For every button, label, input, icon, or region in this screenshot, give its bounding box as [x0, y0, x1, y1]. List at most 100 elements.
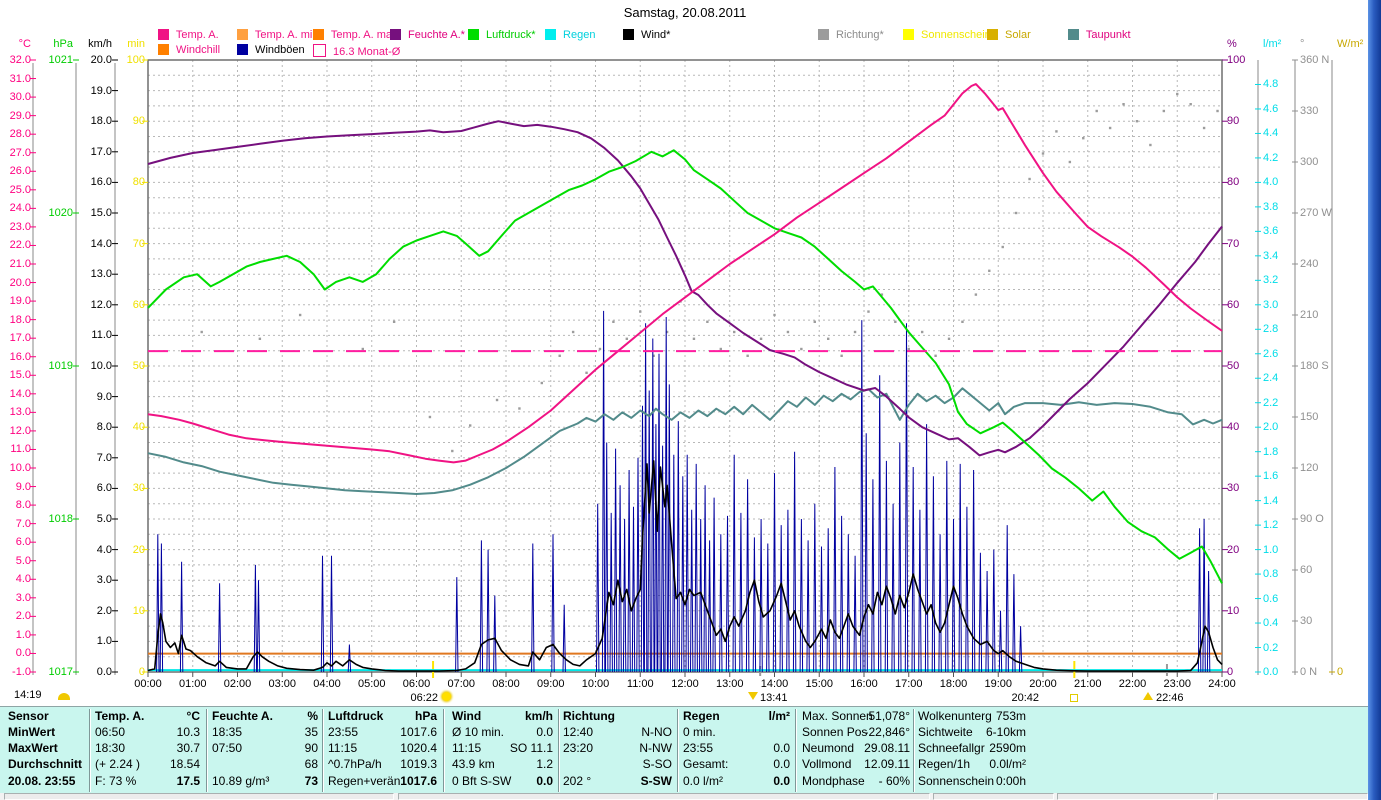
- y-tick-label-temp: 0.0: [15, 647, 31, 660]
- table-cell: Regen: [683, 709, 720, 723]
- series-richtung-dot: [947, 337, 951, 340]
- x-tick-label: 20:00: [1029, 678, 1057, 690]
- status-segment: [1057, 793, 1214, 800]
- series-richtung-dot: [1189, 103, 1192, 106]
- y-tick-label-min: 40: [132, 421, 145, 434]
- moonset-icon: [748, 691, 758, 703]
- table-cell: 51,078°: [868, 709, 910, 723]
- table-cell: 43.9 km: [452, 757, 495, 771]
- series-windb-en: [156, 310, 1211, 673]
- series-richtung-dot: [759, 337, 763, 340]
- y-tick-label-deg: 30: [1300, 615, 1313, 627]
- table-cell: 0.0: [536, 725, 553, 739]
- y-tick-label-temp: 26.0: [9, 165, 31, 178]
- series-richtung-dot: [1176, 92, 1179, 96]
- series-richtung-dot: [540, 381, 543, 385]
- x-tick-label: 21:00: [1073, 678, 1102, 690]
- table-cell: 1.2: [536, 757, 553, 771]
- y-tick-label-lm2: 2.4: [1263, 372, 1279, 385]
- table-cell: Durchschnitt: [8, 757, 83, 771]
- y-tick-label-min: 20: [132, 543, 145, 556]
- table-cell: 10.3: [176, 725, 200, 739]
- y-tick-label-deg: 150: [1300, 411, 1319, 423]
- series-richtung-dot: [827, 337, 830, 340]
- table-cell: 0.0: [773, 774, 790, 788]
- series-feuchte-a-: [147, 120, 1223, 457]
- table-cell: Gesamt:: [683, 757, 729, 771]
- y-tick-label-temp: 29.0: [9, 109, 31, 122]
- table-cell: 6-10km: [985, 725, 1026, 739]
- legend-label: Wind*: [638, 29, 671, 41]
- y-tick-label-kmh: 6.0: [96, 482, 112, 495]
- moonrise-icon: [1143, 691, 1153, 703]
- table-cell: S-SO: [642, 757, 672, 771]
- y-tick-label-pct: 50: [1227, 360, 1240, 372]
- table-cell: 0.0: [773, 757, 790, 771]
- status-segment: [4, 793, 394, 800]
- y-tick-label-kmh: 8.0: [96, 421, 112, 434]
- table-cell: Luftdruck: [328, 709, 384, 723]
- series-richtung-dot: [298, 313, 302, 317]
- y-tick-label-deg: 240: [1300, 258, 1319, 270]
- y-tick-label-min: 60: [132, 298, 145, 311]
- table-cell: Vollmond: [802, 757, 852, 771]
- table-divider: [206, 709, 207, 792]
- table-cell: 68: [304, 757, 318, 771]
- y-tick-label-lm2: 4.8: [1263, 78, 1279, 91]
- series-richtung-dot: [1028, 177, 1031, 181]
- table-cell: 23:55: [683, 741, 714, 755]
- table-cell: 753m: [995, 709, 1026, 723]
- y-tick-label-deg: 210: [1300, 309, 1319, 321]
- series-richtung-dot: [840, 354, 843, 357]
- y-tick-label-temp: 5.0: [15, 554, 31, 567]
- table-cell: 07:50: [212, 741, 243, 755]
- y-tick-label-min: 90: [132, 115, 145, 128]
- y-tick-label-kmh: 20.0: [90, 54, 112, 66]
- table-cell: Mondphase: [802, 774, 865, 788]
- legend-item-richtung-: Richtung*: [818, 29, 884, 41]
- series-richtung-dot: [692, 337, 696, 340]
- y-tick-label-min: 0: [138, 666, 145, 678]
- x-tick-label: 17:00: [894, 678, 923, 690]
- table-cell: Regen/1h: [918, 757, 971, 771]
- series-richtung-dot: [1162, 109, 1166, 113]
- y-tick-label-temp: 2.0: [15, 610, 31, 623]
- y-tick-label-lm2: 0.2: [1263, 641, 1279, 654]
- series-richtung-dot: [733, 330, 736, 334]
- y-tick-label-min: 10: [132, 604, 145, 617]
- series-richtung-dot: [1001, 245, 1004, 249]
- axis-unit-press: hPa: [53, 38, 73, 50]
- y-tick-label-kmh: 18.0: [90, 115, 112, 128]
- y-tick-label-kmh: 10.0: [90, 360, 112, 372]
- table-cell: Schneefallgr: [918, 741, 985, 755]
- status-segment: [1217, 793, 1368, 800]
- y-tick-label-kmh: 19.0: [90, 84, 112, 97]
- x-tick-label: 16:00: [850, 678, 878, 690]
- legend-item-temp-a-: Temp. A.: [158, 29, 219, 41]
- table-cell: (+ 2.24 ): [95, 757, 141, 771]
- x-tick-label: 10:00: [581, 678, 610, 690]
- y-tick-label-lm2: 4.2: [1263, 151, 1279, 164]
- legend-swatch: [468, 29, 479, 40]
- moonrise-time-label: 22:46: [1156, 692, 1184, 704]
- y-tick-label-lm2: 0.0: [1263, 666, 1279, 678]
- y-tick-label-lm2: 1.2: [1263, 519, 1279, 532]
- legend-item-windchill: Windchill: [158, 44, 220, 56]
- y-tick-label-lm2: 3.8: [1263, 200, 1279, 213]
- table-cell: N-NW: [639, 741, 672, 755]
- table-cell: 35: [304, 725, 318, 739]
- series-richtung-dot: [853, 330, 857, 334]
- table-cell: F: 73 %: [95, 774, 137, 788]
- legend-item-wind-: Wind*: [623, 29, 670, 41]
- table-cell: 11:15: [328, 741, 358, 755]
- table-cell: Neumond: [802, 741, 855, 755]
- series-temp-a-: [147, 83, 1223, 464]
- legend-item-feuchte-a-: Feuchte A.*: [390, 29, 465, 41]
- axis-unit-pct: %: [1227, 38, 1237, 50]
- y-tick-label-lm2: 1.0: [1263, 543, 1279, 556]
- y-tick-label-temp: 10.0: [9, 462, 31, 474]
- y-tick-label-temp: 9.0: [15, 480, 31, 493]
- legend-swatch: [987, 29, 998, 40]
- x-tick-label: 06:00: [402, 678, 431, 690]
